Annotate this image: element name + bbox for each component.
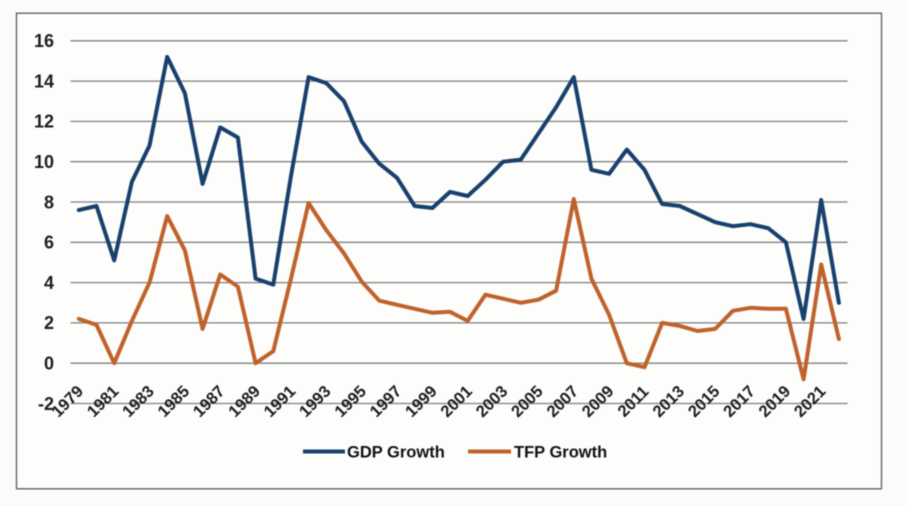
svg-text:14: 14 [34, 71, 54, 91]
svg-text:0: 0 [44, 354, 54, 374]
svg-text:12: 12 [34, 112, 54, 132]
svg-text:16: 16 [34, 31, 54, 51]
svg-text:2: 2 [44, 313, 54, 333]
svg-text:6: 6 [44, 233, 54, 253]
svg-text:TFP Growth: TFP Growth [514, 444, 607, 462]
svg-text:10: 10 [34, 152, 54, 172]
svg-text:8: 8 [44, 192, 54, 212]
svg-text:-2: -2 [38, 394, 54, 414]
svg-text:GDP Growth: GDP Growth [347, 444, 445, 462]
svg-text:4: 4 [44, 273, 54, 293]
